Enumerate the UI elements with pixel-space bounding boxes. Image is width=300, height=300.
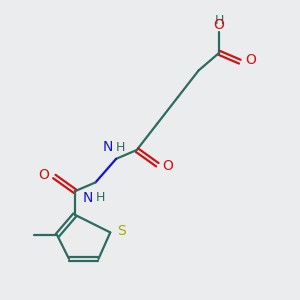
Text: N: N [83,191,93,205]
Text: H: H [214,14,224,27]
Text: H: H [116,141,125,154]
Text: H: H [96,191,105,204]
Text: S: S [117,224,125,238]
Text: O: O [38,168,49,182]
Text: O: O [213,18,224,32]
Text: N: N [103,140,113,154]
Text: O: O [163,159,173,173]
Text: O: O [245,53,256,67]
